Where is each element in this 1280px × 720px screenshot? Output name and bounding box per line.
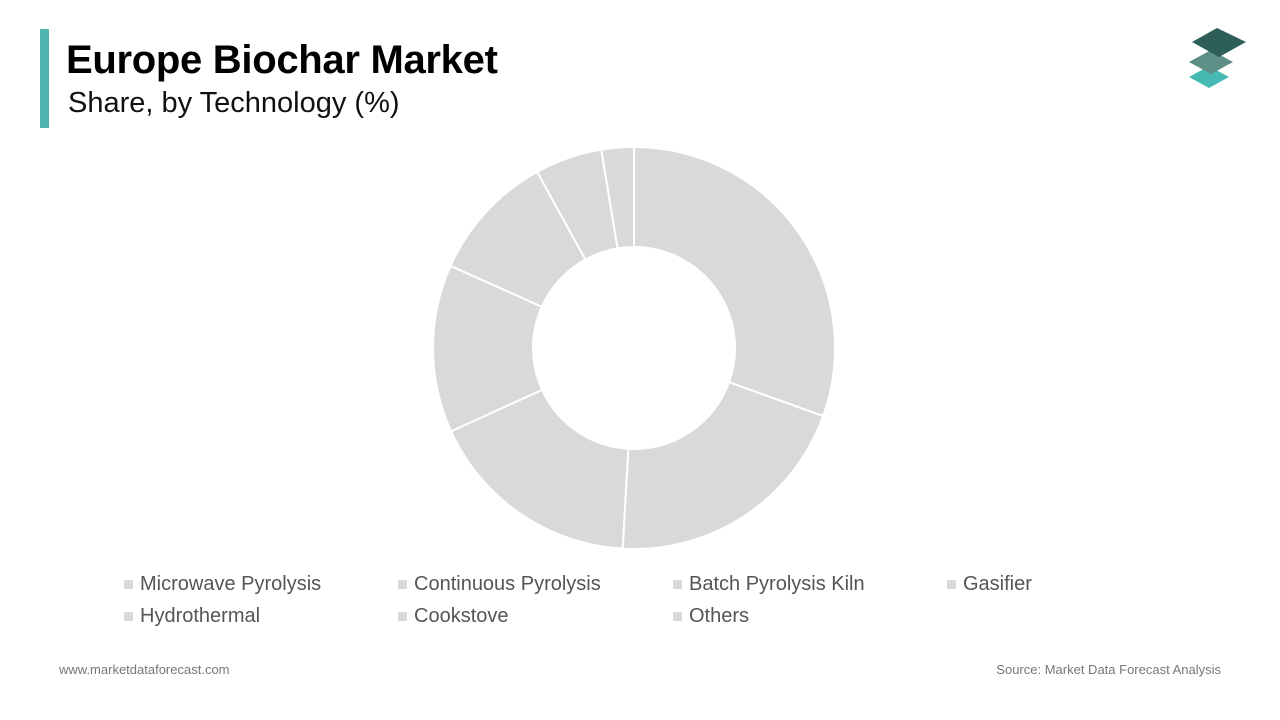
logo-layer-middle [1189, 50, 1233, 74]
donut-slice-batch-pyrolysis-kiln [449, 388, 630, 550]
legend-swatch [124, 611, 133, 621]
legend-item-gasifier: Gasifier [947, 572, 1032, 596]
legend-label: Continuous Pyrolysis [414, 572, 601, 595]
donut-slice-others [600, 145, 635, 250]
logo-layer-bottom [1189, 66, 1229, 88]
legend-label: Gasifier [963, 572, 1032, 595]
stacked-layers-logo-icon [1189, 28, 1246, 88]
legend-swatch [124, 579, 133, 589]
donut-slice-microwave-pyrolysis [633, 145, 836, 418]
legend-item-microwave-pyrolysis: Microwave Pyrolysis [124, 572, 321, 596]
legend-label: Hydrothermal [140, 604, 261, 627]
legend-swatch [673, 579, 682, 589]
chart-title: Europe Biochar Market [66, 38, 498, 82]
legend-label: Microwave Pyrolysis [140, 572, 322, 595]
chart-subtitle: Share, by Technology (%) [68, 87, 400, 119]
legend-swatch [673, 611, 682, 621]
legend-item-cookstove: Cookstove [398, 604, 509, 628]
legend-swatch [398, 611, 407, 621]
footer-website: www.marketdataforecast.com [59, 662, 230, 677]
legend-item-hydrothermal: Hydrothermal [124, 604, 260, 628]
logo-layer-top [1192, 28, 1246, 57]
donut-slices [432, 145, 836, 550]
legend-swatch [947, 579, 956, 589]
legend-label: Batch Pyrolysis Kiln [689, 572, 865, 595]
footer-source: Source: Market Data Forecast Analysis [996, 662, 1221, 677]
donut-slice-continuous-pyrolysis [621, 380, 825, 550]
legend-item-others: Others [673, 604, 749, 628]
legend-item-continuous-pyrolysis: Continuous Pyrolysis [398, 572, 601, 596]
title-accent-bar [40, 29, 49, 128]
legend-swatch [398, 579, 407, 589]
legend-label: Others [689, 604, 750, 627]
legend-item-batch-pyrolysis-kiln: Batch Pyrolysis Kiln [673, 572, 865, 596]
legend-label: Cookstove [414, 604, 509, 627]
